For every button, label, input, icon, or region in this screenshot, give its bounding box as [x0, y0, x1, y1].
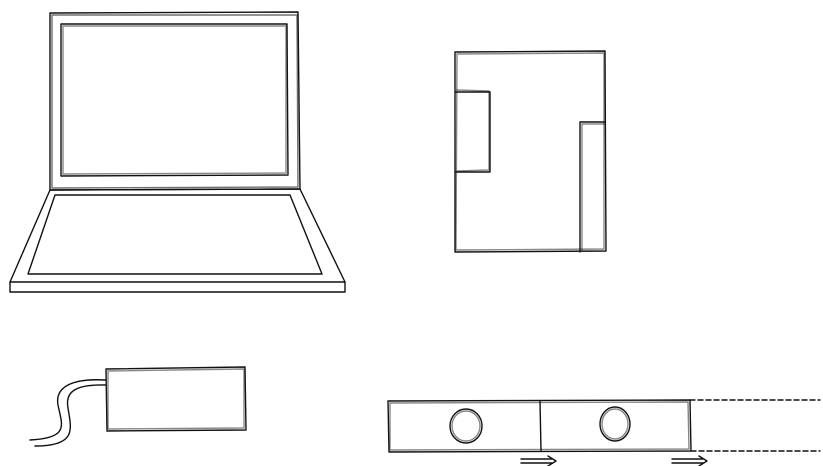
clock-wire [373, 199, 661, 430]
mains-cable [29, 379, 107, 447]
led-strip [387, 399, 821, 466]
pin-header [579, 121, 606, 253]
led-1 [449, 408, 483, 444]
laptop-keyboard [27, 194, 323, 275]
data-wire [383, 212, 670, 420]
psu [29, 366, 247, 447]
controller-board [454, 50, 607, 253]
laptop-base [9, 188, 346, 293]
direction-arrow-2 [671, 455, 708, 466]
laptop-screen [49, 11, 301, 191]
led-2 [599, 406, 631, 442]
direction-arrow-1 [520, 455, 557, 466]
power-5v-wire [246, 121, 458, 411]
power-header [454, 89, 491, 173]
ground-wire [246, 137, 458, 443]
laptop [9, 11, 346, 293]
